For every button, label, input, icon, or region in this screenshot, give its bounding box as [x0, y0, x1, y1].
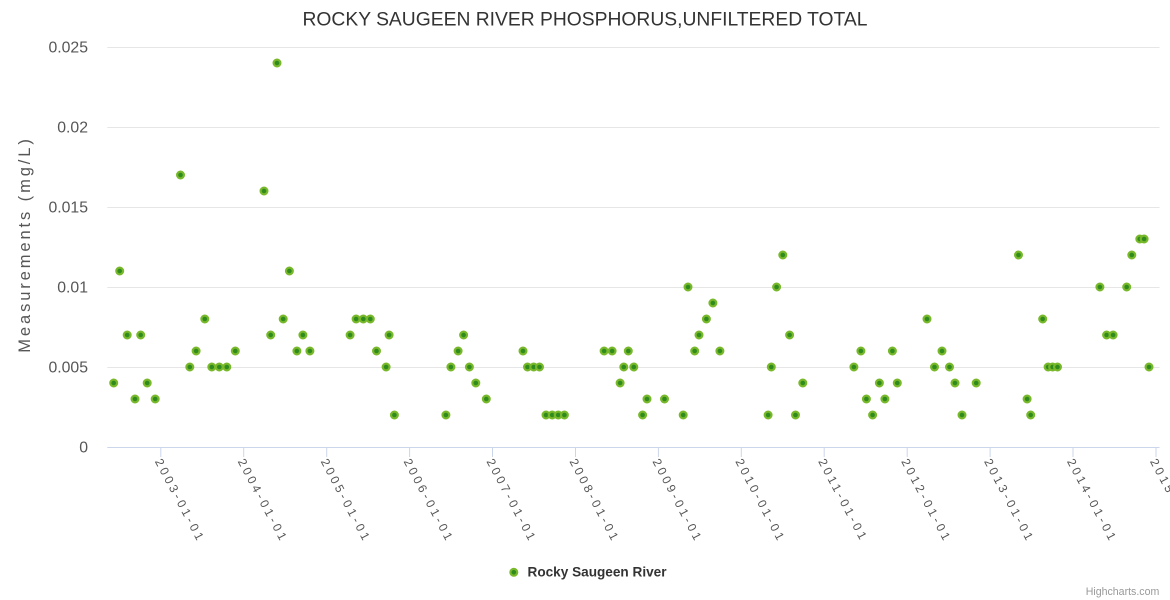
svg-text:Highcharts.com: Highcharts.com [1086, 586, 1160, 598]
svg-text:ROCKY SAUGEEN RIVER PHOSPHORUS: ROCKY SAUGEEN RIVER PHOSPHORUS,UNFILTERE… [303, 10, 868, 31]
svg-text:0.005: 0.005 [48, 360, 88, 377]
svg-text:0.02: 0.02 [57, 120, 88, 137]
svg-text:Rocky Saugeen River: Rocky Saugeen River [528, 565, 668, 580]
svg-text:0: 0 [79, 440, 88, 457]
svg-text:0.025: 0.025 [48, 40, 88, 57]
svg-text:0.015: 0.015 [48, 200, 88, 217]
svg-text:0.01: 0.01 [57, 280, 88, 297]
svg-text:Measurements (mg/L): Measurements (mg/L) [16, 136, 34, 352]
